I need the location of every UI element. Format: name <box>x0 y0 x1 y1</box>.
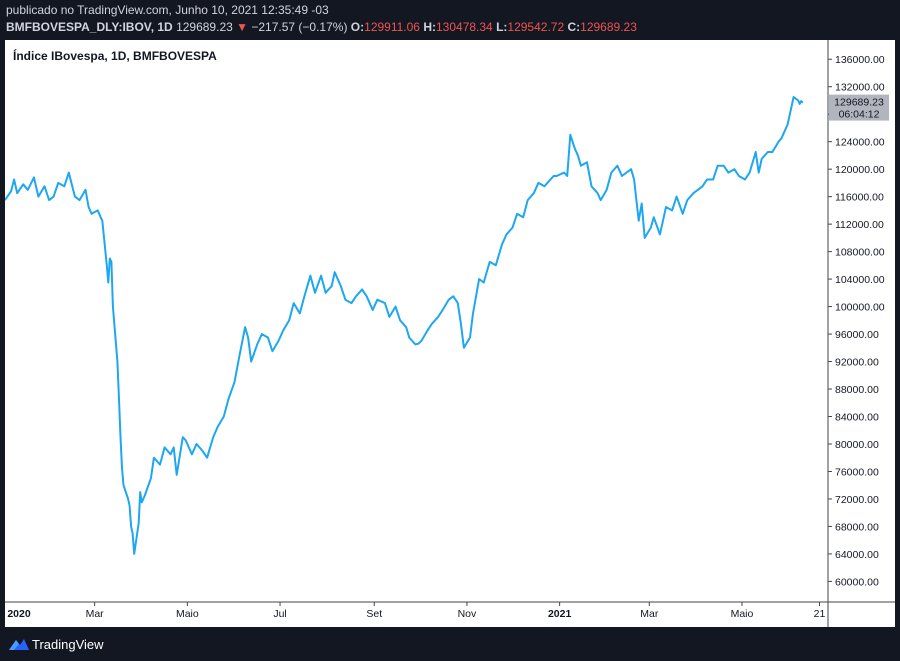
x-tick-label: Maio <box>176 608 199 620</box>
published-note: publicado no TradingView.com, Junho 10, … <box>6 3 329 17</box>
x-tick-label: Nov <box>458 608 477 620</box>
y-tick-label: 120000.00 <box>835 164 885 176</box>
tradingview-brand[interactable]: TradingView <box>32 637 104 652</box>
y-tick-label: 108000.00 <box>835 247 885 259</box>
series-line <box>5 96 804 555</box>
top-info-bar: publicado no TradingView.com, Junho 10, … <box>0 0 900 40</box>
y-tick-label: 132000.00 <box>835 82 885 94</box>
high-value: 130478.34 <box>436 20 493 34</box>
y-tick-label: 136000.00 <box>835 54 885 66</box>
close-label: C: <box>567 20 581 34</box>
y-tick-label: 112000.00 <box>835 219 884 231</box>
last-price: 129689.23 <box>176 20 233 34</box>
x-tick-label: Jul <box>273 608 286 620</box>
symbol-label: BMFBOVESPA_DLY:IBOV, 1D <box>6 20 173 34</box>
y-tick-label: 100000.00 <box>835 302 885 314</box>
footer-bar: TradingView <box>0 628 900 661</box>
price-chart[interactable]: Índice IBovespa, 1D, BMFBOVESPA 60000.00… <box>5 40 895 627</box>
open-value: 129911.06 <box>364 20 420 34</box>
y-tick-label: 68000.00 <box>835 521 879 533</box>
y-tick-label: 80000.00 <box>835 439 879 451</box>
time-axis[interactable]: 2020 Mar Maio Jul Set Nov 2021 Mar Maio 21 <box>5 602 825 620</box>
y-tick-label: 76000.00 <box>835 466 879 478</box>
x-tick-label: Maio <box>731 608 754 620</box>
x-tick-label: Set <box>366 608 382 620</box>
high-label: H: <box>423 20 436 34</box>
y-tick-label: 84000.00 <box>835 411 879 423</box>
y-tick-label: 88000.00 <box>835 384 879 396</box>
y-tick-label: 116000.00 <box>835 192 884 204</box>
x-tick-label: Mar <box>86 608 105 620</box>
last-price-badge: 129689.23 06:04:12 <box>829 94 889 121</box>
last-price-badge-countdown: 06:04:12 <box>839 109 880 121</box>
x-tick-label: Mar <box>640 608 659 620</box>
x-tick-label: 2020 <box>7 608 31 620</box>
open-label: O: <box>350 20 365 34</box>
last-price-badge-box <box>829 94 889 121</box>
y-tick-label: 92000.00 <box>835 357 879 369</box>
x-tick-label: 21 <box>814 608 826 620</box>
y-tick-label: 124000.00 <box>835 137 885 149</box>
change-value: −217.57 (−0.17%) <box>251 20 348 34</box>
y-tick-label: 72000.00 <box>835 494 879 506</box>
y-tick-label: 104000.00 <box>835 274 885 286</box>
chart-area[interactable]: Índice IBovespa, 1D, BMFBOVESPA 60000.00… <box>5 40 895 627</box>
chart-title: Índice IBovespa, 1D, BMFBOVESPA <box>13 48 217 63</box>
y-tick-label: 96000.00 <box>835 329 879 341</box>
change-arrow-icon: ▼ <box>236 20 249 34</box>
last-price-badge-value: 129689.23 <box>834 97 884 109</box>
y-tick-label: 64000.00 <box>835 549 879 561</box>
tradingview-logo-icon[interactable] <box>8 636 30 652</box>
price-axis[interactable]: 60000.00 64000.00 68000.00 72000.00 76000.00… <box>828 54 885 588</box>
quote-line: BMFBOVESPA_DLY:IBOV, 1D 129689.23 ▼ −217… <box>6 20 637 34</box>
low-label: L: <box>496 20 508 34</box>
low-value: 129542.72 <box>507 20 565 34</box>
y-tick-label: 60000.00 <box>835 576 879 588</box>
close-value: 129689.23 <box>580 20 637 34</box>
x-tick-label: 2021 <box>548 608 572 620</box>
